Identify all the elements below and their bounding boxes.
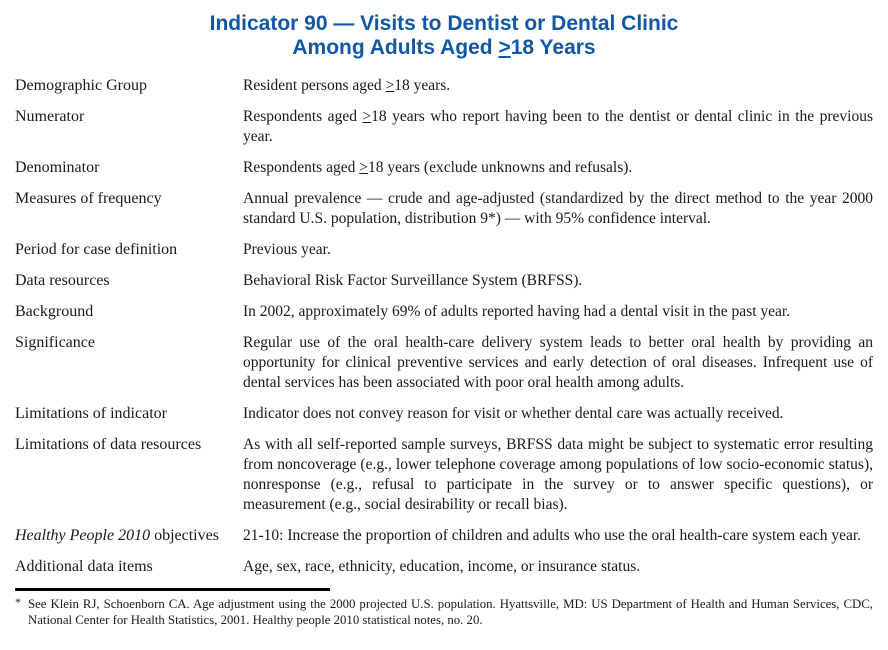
table-row: Significance Regular use of the oral hea… (15, 333, 873, 393)
row-value: Respondents aged >18 years (exclude unkn… (243, 159, 633, 176)
footnote-divider (15, 588, 330, 591)
table-row: Period for case definition Previous year… (15, 240, 873, 260)
row-label: Background (15, 302, 243, 322)
row-value: In 2002, approximately 69% of adults rep… (243, 303, 791, 320)
row-label-text: Limitations of data resources (15, 436, 202, 453)
row-label-text: Data resources (15, 272, 110, 289)
page-title-line2: Among Adults Aged >18 Years (292, 35, 596, 59)
row-value: 21-10: Increase the proportion of childr… (243, 527, 862, 544)
page-title: Indicator 90 — Visits to Dentist or Dent… (15, 12, 873, 59)
row-label-text: Period for case definition (15, 241, 178, 258)
table-row: Denominator Respondents aged >18 years (… (15, 158, 873, 178)
footnote: * See Klein RJ, Schoenborn CA. Age adjus… (15, 595, 873, 628)
row-label-italic: Healthy People 2010 (15, 527, 151, 544)
row-label: Data resources (15, 271, 243, 291)
page-title-line1: Indicator 90 — Visits to Dentist or Dent… (209, 12, 679, 35)
row-label-text: Numerator (15, 108, 85, 125)
row-label: Demographic Group (15, 76, 243, 96)
row-value: Regular use of the oral health-care deli… (243, 334, 873, 391)
row-label: Period for case definition (15, 240, 243, 260)
row-label-text: Demographic Group (15, 77, 147, 94)
row-label: Numerator (15, 107, 243, 147)
indicator-page: Indicator 90 — Visits to Dentist or Dent… (15, 12, 873, 628)
row-label-text: objectives (150, 527, 219, 544)
row-label: Limitations of indicator (15, 404, 243, 424)
table-row: Healthy People 2010 objectives 21-10: In… (15, 526, 873, 546)
table-row: Numerator Respondents aged >18 years who… (15, 107, 873, 147)
row-value: Resident persons aged >18 years. (243, 77, 451, 94)
footnote-marker: * (15, 595, 21, 609)
table-row: Measures of frequency Annual prevalence … (15, 189, 873, 229)
row-value: As with all self-reported sample surveys… (243, 436, 873, 513)
row-value: Behavioral Risk Factor Surveillance Syst… (243, 272, 583, 289)
row-label-text: Additional data items (15, 558, 153, 575)
row-label: Healthy People 2010 objectives (15, 526, 243, 546)
row-value: Age, sex, race, ethnicity, education, in… (243, 558, 641, 575)
row-value: Previous year. (243, 241, 331, 258)
row-label-text: Limitations of indicator (15, 405, 167, 422)
row-value: Annual prevalence — crude and age-adjust… (243, 190, 873, 227)
row-label-text: Denominator (15, 159, 100, 176)
row-value: Respondents aged >18 years who report ha… (243, 108, 873, 145)
row-label: Limitations of data resources (15, 435, 243, 515)
table-row: Data resources Behavioral Risk Factor Su… (15, 271, 873, 291)
table-row: Limitations of indicator Indicator does … (15, 404, 873, 424)
row-label-text: Measures of frequency (15, 190, 162, 207)
row-label-text: Background (15, 303, 94, 320)
table-row: Background In 2002, approximately 69% of… (15, 302, 873, 322)
table-row: Limitations of data resources As with al… (15, 435, 873, 515)
row-label: Denominator (15, 158, 243, 178)
row-label: Significance (15, 333, 243, 393)
row-value: Indicator does not convey reason for vis… (243, 405, 784, 422)
row-label: Additional data items (15, 557, 243, 577)
row-label: Measures of frequency (15, 189, 243, 229)
footnote-text: See Klein RJ, Schoenborn CA. Age adjustm… (28, 597, 873, 627)
table-row: Additional data items Age, sex, race, et… (15, 557, 873, 577)
table-row: Demographic Group Resident persons aged … (15, 76, 873, 96)
row-label-text: Significance (15, 334, 95, 351)
indicator-table: Demographic Group Resident persons aged … (15, 76, 873, 577)
